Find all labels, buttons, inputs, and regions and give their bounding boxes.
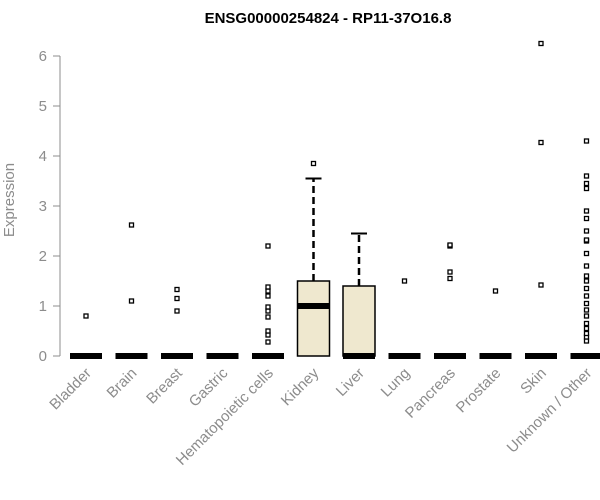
outlier-point [583, 285, 590, 292]
outlier-point [265, 339, 271, 345]
outlier-point [83, 313, 89, 319]
outlier-point [128, 222, 135, 228]
x-tick-label: Breast [143, 364, 186, 407]
y-axis-label: Expression [1, 163, 18, 237]
y-axis: 0 1 2 3 4 5 6 [39, 48, 61, 365]
outlier-point [583, 185, 590, 192]
box-series [70, 40, 600, 359]
outlier-point [538, 282, 544, 288]
box-brain [115, 222, 148, 359]
outlier-point [583, 307, 590, 313]
outlier-point [174, 308, 180, 314]
outlier-point [583, 173, 590, 179]
outlier-point [128, 298, 135, 304]
outlier-point [174, 295, 180, 302]
outlier-point [583, 330, 590, 337]
box-liver [342, 232, 376, 359]
y-tick-label: 3 [39, 198, 47, 215]
outlier-point [583, 263, 590, 269]
x-tick-label: Pancreas [402, 365, 459, 422]
y-tick-label: 5 [39, 98, 47, 115]
x-tick-label: Prostate [453, 365, 505, 417]
outlier-point [583, 237, 590, 243]
outlier-point [583, 250, 590, 257]
outlier-point [401, 278, 408, 284]
box-iqr [342, 285, 376, 357]
outlier-point [583, 208, 590, 214]
outlier-point [538, 139, 544, 146]
x-tick-label: Kidney [278, 364, 323, 409]
outlier-point [583, 300, 590, 307]
outlier-point [310, 160, 317, 167]
box-prostate [479, 288, 512, 359]
x-tick-label: Brain [104, 365, 141, 402]
y-tick-label: 1 [39, 298, 47, 315]
y-tick-label: 0 [39, 348, 47, 365]
outlier-point [265, 293, 271, 299]
outlier-point [447, 275, 453, 282]
outlier-point [265, 304, 271, 310]
x-tick-label: Lung [378, 365, 414, 401]
outlier-point [265, 314, 271, 320]
outlier-point [265, 243, 271, 249]
outlier-point [583, 313, 590, 319]
outlier-point [265, 284, 271, 290]
outlier-point [583, 278, 590, 284]
outlier-point [583, 228, 590, 234]
box-pancreas [434, 242, 466, 359]
outlier-point [583, 273, 590, 279]
outlier-point [265, 328, 271, 334]
outlier-point [492, 288, 499, 294]
box-bladder [70, 313, 102, 359]
box-hematopoietic-cells [252, 243, 284, 359]
outlier-point [583, 293, 590, 299]
x-tick-label: Bladder [46, 365, 95, 414]
outlier-point [174, 286, 180, 293]
outlier-point [583, 215, 590, 222]
x-tick-label: Skin [517, 365, 550, 398]
outlier-point [447, 242, 453, 248]
box-iqr [296, 280, 331, 357]
box-breast [161, 286, 193, 359]
box-skin [525, 40, 557, 359]
outlier-point [447, 269, 453, 275]
outlier-point [538, 40, 544, 47]
y-tick-label: 6 [39, 48, 47, 65]
outlier-point [583, 320, 590, 327]
x-tick-label: Liver [333, 365, 368, 400]
y-tick-label: 4 [39, 148, 47, 165]
box-kidney [296, 160, 331, 357]
x-tick-label: Unknown / Other [504, 365, 596, 457]
box-unknown-other [570, 138, 600, 359]
y-tick-label: 2 [39, 248, 47, 265]
chart-title: ENSG00000254824 - RP11-37O16.8 [205, 10, 452, 27]
outlier-point [583, 180, 590, 187]
outlier-point [583, 138, 590, 144]
outlier-point [583, 325, 590, 332]
box-lung [388, 278, 421, 359]
